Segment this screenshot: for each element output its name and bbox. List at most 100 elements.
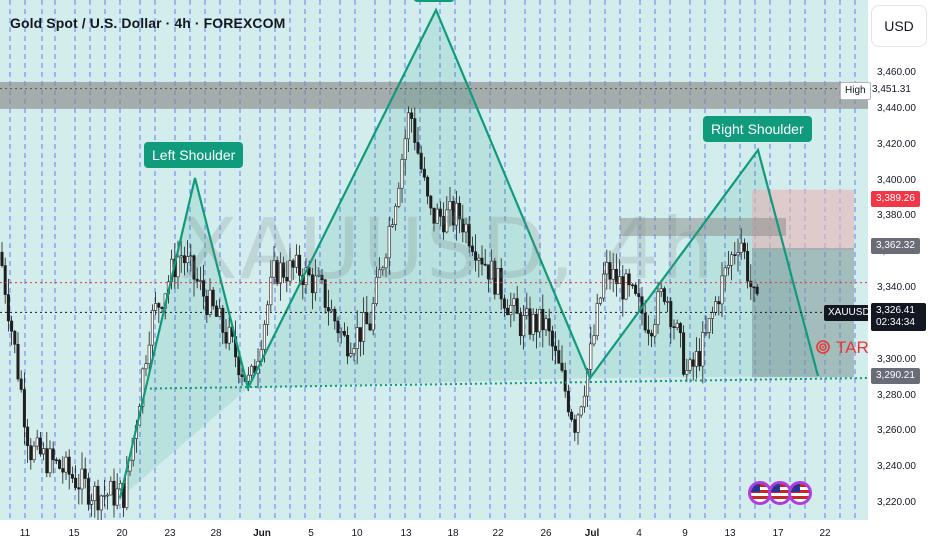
candle-body bbox=[413, 118, 417, 143]
candle-body bbox=[582, 395, 586, 408]
candle-body bbox=[502, 298, 506, 309]
candle-body bbox=[435, 208, 439, 224]
candle-body bbox=[112, 480, 116, 506]
candle-body bbox=[83, 468, 87, 479]
candle-body bbox=[595, 303, 599, 337]
candle-body bbox=[694, 351, 698, 367]
candle-body bbox=[205, 295, 209, 315]
candle-body bbox=[115, 488, 119, 506]
candle-body bbox=[358, 327, 362, 342]
time-axis-label: 4 bbox=[636, 528, 642, 539]
candle-body bbox=[16, 344, 20, 380]
price-axis-label: 3,260.00 bbox=[877, 425, 916, 437]
candle-body bbox=[48, 448, 52, 474]
candle-body bbox=[317, 274, 321, 277]
candle-body bbox=[627, 273, 631, 286]
candle-body bbox=[141, 368, 145, 407]
time-axis-label: 22 bbox=[819, 528, 831, 539]
candle-body bbox=[362, 312, 366, 342]
target-price-tag: 3,290.21 bbox=[871, 368, 920, 384]
candle-body bbox=[451, 201, 455, 226]
candle-body bbox=[454, 202, 458, 226]
time-axis-label: 15 bbox=[68, 528, 80, 539]
candle-body bbox=[381, 267, 385, 271]
candle-body bbox=[51, 448, 55, 461]
bar-countdown: 02:34:34 bbox=[876, 317, 915, 328]
currency-button[interactable]: USD bbox=[872, 6, 926, 46]
last-price-tag: 3,326.41 02:34:34 bbox=[871, 303, 926, 331]
target-label: TAR bbox=[836, 338, 868, 357]
candle-body bbox=[285, 277, 289, 282]
candle-body bbox=[406, 112, 410, 140]
candle-body bbox=[157, 303, 161, 308]
candle-body bbox=[515, 298, 519, 314]
chart-area[interactable]: XAUUSD, 4h Left Shoulder Right Shoulder … bbox=[0, 0, 868, 520]
time-axis-label: Jul bbox=[584, 528, 600, 539]
candle-body bbox=[214, 305, 218, 317]
candle-body bbox=[86, 478, 90, 505]
candle-body bbox=[598, 297, 602, 304]
candle-body bbox=[739, 242, 743, 253]
candle-body bbox=[557, 350, 561, 364]
candle-body bbox=[611, 269, 615, 280]
candle-body bbox=[486, 264, 490, 280]
candle-body bbox=[102, 495, 106, 497]
price-axis-label: 3,380.00 bbox=[877, 210, 916, 222]
candle-body bbox=[195, 278, 199, 282]
candle-body bbox=[278, 262, 282, 284]
candle-body bbox=[726, 264, 730, 269]
candle-body bbox=[422, 168, 426, 178]
candle-body bbox=[480, 257, 484, 265]
candle-body bbox=[227, 326, 231, 344]
candle-body bbox=[346, 334, 350, 357]
candle-body bbox=[470, 245, 474, 253]
candle-body bbox=[294, 254, 298, 268]
candle-body bbox=[32, 445, 36, 461]
price-axis-label: 3,300.00 bbox=[877, 353, 916, 365]
left-shoulder-label: Left Shoulder bbox=[144, 142, 244, 168]
high-value: 3,451.31 bbox=[872, 84, 911, 95]
price-axis-label: 3,340.00 bbox=[877, 282, 916, 293]
candle-body bbox=[314, 275, 318, 294]
candle-body bbox=[746, 251, 750, 282]
candle-body bbox=[656, 291, 660, 325]
candle-body bbox=[714, 301, 718, 313]
candle-body bbox=[291, 260, 295, 268]
high-label: High bbox=[840, 82, 871, 100]
candle-body bbox=[6, 294, 10, 322]
candle-body bbox=[653, 324, 657, 337]
candle-body bbox=[618, 276, 622, 284]
price-chart[interactable] bbox=[0, 0, 868, 520]
candle-body bbox=[339, 331, 343, 334]
candle-body bbox=[531, 313, 535, 335]
candle-body bbox=[400, 159, 404, 189]
candle-body bbox=[589, 343, 593, 370]
candle-body bbox=[720, 275, 724, 305]
candle-body bbox=[288, 260, 292, 282]
candle-body bbox=[547, 318, 551, 332]
candle-body bbox=[749, 280, 753, 288]
time-axis-label: Jun bbox=[253, 528, 271, 539]
candle-body bbox=[349, 353, 353, 357]
candle-body bbox=[390, 224, 394, 227]
candle-body bbox=[592, 335, 596, 345]
candle-body bbox=[698, 351, 702, 367]
candle-body bbox=[563, 370, 567, 392]
candle-body bbox=[29, 445, 33, 461]
candle-body bbox=[307, 267, 311, 276]
candle-body bbox=[365, 312, 369, 325]
candle-body bbox=[154, 303, 158, 311]
candle-body bbox=[646, 329, 650, 334]
candle-body bbox=[58, 459, 62, 469]
head-label-box bbox=[414, 0, 454, 2]
candle-body bbox=[659, 288, 663, 293]
us-flag-icon[interactable] bbox=[788, 481, 812, 505]
symbol-tag: XAUUSD bbox=[824, 305, 868, 321]
candle-body bbox=[566, 390, 570, 413]
candle-body bbox=[573, 419, 577, 433]
candle-body bbox=[534, 313, 538, 333]
candle-body bbox=[310, 274, 314, 294]
candle-body bbox=[352, 348, 356, 354]
time-axis-label: 26 bbox=[540, 528, 552, 539]
candle-body bbox=[320, 274, 324, 281]
